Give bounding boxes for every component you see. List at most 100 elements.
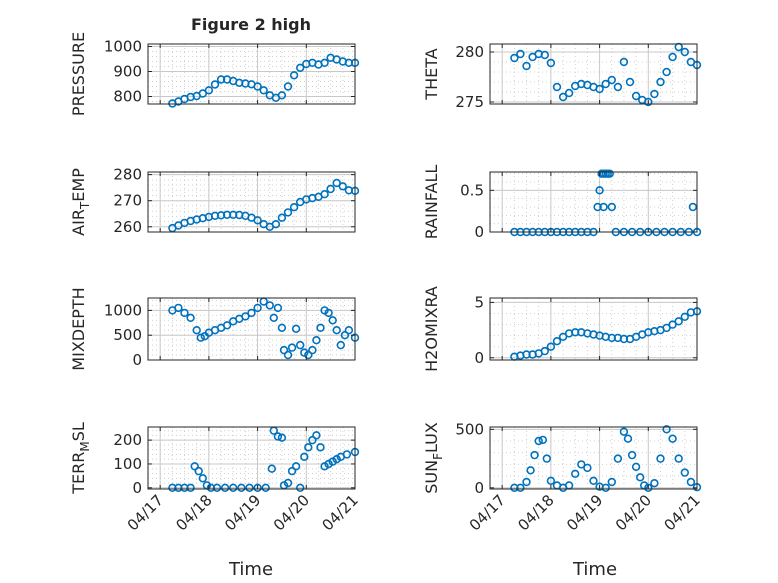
y-tick-label: 0.5 xyxy=(460,181,484,199)
plot-area xyxy=(148,172,355,232)
y-tick-label: 500 xyxy=(455,420,484,438)
x-axis-label-right: Time xyxy=(572,559,617,580)
data-point xyxy=(644,97,653,107)
data-point xyxy=(320,190,329,199)
data-point xyxy=(662,323,671,333)
data-point xyxy=(577,460,586,469)
data-point xyxy=(674,317,683,326)
data-point xyxy=(273,303,283,313)
data-point xyxy=(253,483,262,492)
data-point xyxy=(277,91,287,100)
data-point xyxy=(546,342,556,351)
data-point xyxy=(674,454,683,463)
data-point xyxy=(342,450,352,459)
data-point xyxy=(668,434,677,443)
data-point xyxy=(192,326,201,335)
y-tick-label: 280 xyxy=(113,166,142,184)
axes-box xyxy=(489,171,698,233)
axes-box xyxy=(147,171,356,233)
data-point xyxy=(605,169,614,178)
data-point xyxy=(174,303,183,313)
data-point xyxy=(558,92,568,102)
y-tick-label: 0 xyxy=(132,351,142,369)
y-axis-label: AIRTEMP xyxy=(69,168,92,236)
y-tick-label: 260 xyxy=(113,218,142,236)
data-point xyxy=(607,202,616,212)
data-point xyxy=(283,208,293,217)
subplot-theta: 275 280 THETA xyxy=(422,42,702,111)
data-point xyxy=(599,202,608,212)
data-point xyxy=(216,75,226,84)
data-point xyxy=(607,477,616,487)
data-point xyxy=(237,483,246,492)
subplot-air-temp: 260 270 280 AIRTEMP xyxy=(69,166,360,236)
data-point xyxy=(522,477,531,487)
data-point xyxy=(277,433,287,442)
data-point xyxy=(332,178,341,188)
data-point xyxy=(289,71,299,80)
data-point xyxy=(277,323,287,332)
data-point xyxy=(607,75,616,85)
data-point xyxy=(271,220,281,229)
data-point xyxy=(287,343,297,352)
data-point xyxy=(287,466,297,476)
data-point xyxy=(583,463,592,473)
data-point xyxy=(196,333,206,342)
data-point xyxy=(245,483,254,492)
y-axis-label: PRESSURE xyxy=(69,32,88,116)
plot-area xyxy=(490,44,697,104)
data-point xyxy=(668,320,677,329)
x-axis-label-left: Time xyxy=(228,559,273,580)
data-point xyxy=(324,459,333,469)
data-point xyxy=(289,203,299,212)
data-point xyxy=(332,326,341,335)
data-point xyxy=(204,86,214,95)
data-point xyxy=(522,61,531,71)
data-point xyxy=(601,79,610,89)
data-point xyxy=(291,462,301,471)
data-point xyxy=(279,345,289,355)
data-point xyxy=(656,454,665,463)
data-point xyxy=(656,77,665,87)
data-point xyxy=(625,77,635,87)
data-point xyxy=(316,443,325,452)
data-point xyxy=(326,184,335,194)
data-point xyxy=(265,301,274,310)
data-point xyxy=(336,340,345,350)
data-point xyxy=(212,483,222,492)
y-tick-label: 275 xyxy=(455,93,484,111)
data-point xyxy=(328,316,337,325)
y-axis-label: THETA xyxy=(422,48,441,100)
data-point xyxy=(324,308,333,318)
data-point xyxy=(283,82,293,91)
axes-box xyxy=(489,297,698,361)
data-point xyxy=(680,47,689,57)
data-point xyxy=(180,308,189,318)
data-point xyxy=(516,483,525,492)
data-point xyxy=(296,63,305,73)
axes-box xyxy=(489,43,698,105)
data-point xyxy=(540,346,549,356)
data-point xyxy=(304,443,313,452)
data-point xyxy=(546,58,556,68)
y-tick-label: 0 xyxy=(474,349,484,367)
data-point xyxy=(312,431,321,440)
axes-box xyxy=(147,43,356,105)
data-point xyxy=(316,323,325,332)
data-point xyxy=(277,213,287,222)
data-point xyxy=(619,57,629,67)
y-axis-label: RAINFALL xyxy=(422,165,441,240)
y-tick-label: 0 xyxy=(474,223,484,241)
y-tick-label: 5 xyxy=(474,293,484,311)
data-point xyxy=(546,476,556,485)
data-point xyxy=(229,483,238,492)
data-point xyxy=(595,186,604,195)
data-point xyxy=(241,312,250,321)
data-point xyxy=(296,340,305,350)
y-tick-label: 270 xyxy=(113,192,142,210)
data-point xyxy=(530,450,539,460)
data-point xyxy=(540,50,549,60)
y-tick-label: 500 xyxy=(113,326,142,344)
